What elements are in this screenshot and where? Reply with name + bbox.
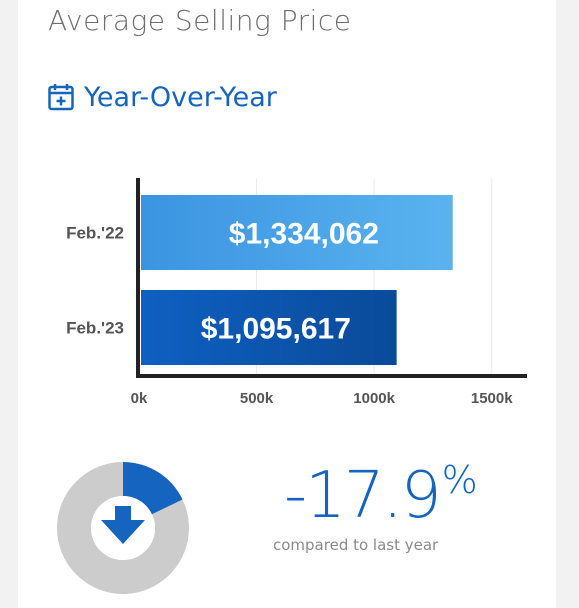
bar-chart: 0k 500k 1000k 1500k Feb.'22 $1,334,062 Feb.'23… [66, 178, 527, 408]
change-caption: compared to last year [273, 536, 439, 554]
change-donut [57, 462, 189, 594]
chart-axes [136, 178, 527, 378]
bar-value-label: $1,095,617 [201, 313, 351, 346]
y-axis-line [136, 178, 140, 378]
subtitle-label: Year-Over-Year [84, 81, 277, 113]
x-tick-label: 1500k [471, 390, 513, 407]
page-title: Average Selling Price [48, 4, 352, 37]
change-percent: -17.9 % [284, 458, 478, 534]
donut-change-segment [123, 462, 183, 515]
x-axis-line [136, 374, 527, 378]
bar-value-label: $1,334,062 [229, 218, 379, 251]
bar [141, 290, 397, 365]
x-tick-label: 1000k [353, 390, 395, 407]
category-label: Feb.'22 [66, 224, 124, 243]
chart-bars [141, 195, 453, 365]
bar [141, 195, 453, 270]
chart-labels: 0k 500k 1000k 1500k Feb.'22 $1,334,062 Feb.'23… [66, 218, 513, 408]
x-tick-label: 0k [131, 390, 148, 407]
change-unit: % [441, 458, 478, 502]
x-tick-label: 500k [240, 390, 274, 407]
calendar-plus-icon [48, 84, 74, 111]
change-value: -17.9 [284, 459, 442, 533]
subtitle: Year-Over-Year [48, 80, 277, 114]
arrow-down-icon [101, 506, 145, 544]
category-label: Feb.'23 [66, 319, 124, 338]
